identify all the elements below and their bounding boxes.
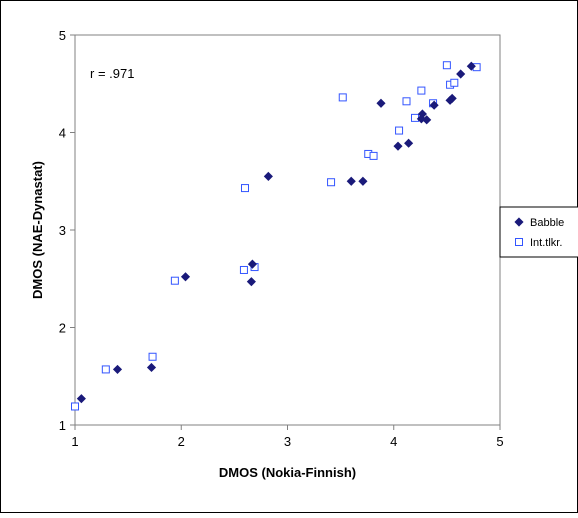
data-point-babble xyxy=(466,61,476,71)
legend-label: Int.tlkr. xyxy=(530,237,562,249)
data-point-babble xyxy=(417,109,428,119)
data-point-babble xyxy=(112,364,123,374)
data-point-int-tlkr xyxy=(148,352,157,361)
data-point-int-tlkr xyxy=(170,276,179,285)
data-point-babble xyxy=(404,138,414,148)
data-point-babble xyxy=(247,259,258,269)
x-axis: 1 2 3 4 5 xyxy=(71,425,504,449)
y-tick-label: 4 xyxy=(59,126,66,141)
data-point-babble xyxy=(346,176,356,186)
data-point-babble xyxy=(246,277,256,287)
data-point-int-tlkr xyxy=(515,238,523,246)
data-point-babble xyxy=(422,115,432,125)
x-tick-label: 5 xyxy=(496,434,503,449)
data-point-int-tlkr xyxy=(369,151,378,160)
data-point-babble xyxy=(376,98,386,108)
legend: Babble Int.tlkr. xyxy=(499,206,578,258)
legend-box xyxy=(499,206,578,258)
x-axis-title: DMOS (Nokia-Finnish) xyxy=(219,465,356,480)
correlation-annotation: r = .971 xyxy=(90,66,134,81)
data-point-int-tlkr xyxy=(338,93,347,102)
data-point-int-tlkr xyxy=(239,265,248,274)
data-point-int-tlkr xyxy=(411,113,419,122)
data-point-int-tlkr xyxy=(417,86,426,95)
data-point-int-tlkr xyxy=(101,365,110,374)
data-point-int-tlkr xyxy=(395,126,404,135)
data-point-babble xyxy=(180,272,191,282)
y-tick-label: 3 xyxy=(59,223,66,238)
data-point-babble xyxy=(514,217,524,227)
data-point-int-tlkr xyxy=(241,184,249,193)
data-point-babble xyxy=(456,69,466,79)
x-tick-label: 4 xyxy=(390,434,397,449)
x-tick-label: 3 xyxy=(284,434,291,449)
y-tick-label: 2 xyxy=(59,321,66,336)
y-axis-title: DMOS (NAE-Dynastat) xyxy=(30,161,45,299)
legend-label: Babble xyxy=(530,217,564,229)
data-point-int-tlkr xyxy=(71,402,79,411)
data-point-babble xyxy=(447,93,457,103)
data-point-int-tlkr xyxy=(442,61,451,70)
data-point-babble xyxy=(358,176,368,186)
data-point-babble xyxy=(146,362,157,373)
data-point-babble xyxy=(76,394,86,404)
x-tick-label: 1 xyxy=(71,434,78,449)
data-point-babble xyxy=(429,100,439,110)
data-point-babble xyxy=(263,171,273,181)
plot-area xyxy=(74,34,501,426)
data-point-int-tlkr xyxy=(450,78,459,87)
data-point-babble xyxy=(393,141,403,151)
data-point-int-tlkr xyxy=(402,97,411,106)
y-axis: 1 2 3 4 5 xyxy=(59,28,75,433)
x-tick-label: 2 xyxy=(178,434,185,449)
data-points xyxy=(71,61,481,411)
data-point-int-tlkr xyxy=(327,178,336,187)
y-tick-label: 1 xyxy=(59,418,66,433)
y-tick-label: 5 xyxy=(59,28,66,43)
